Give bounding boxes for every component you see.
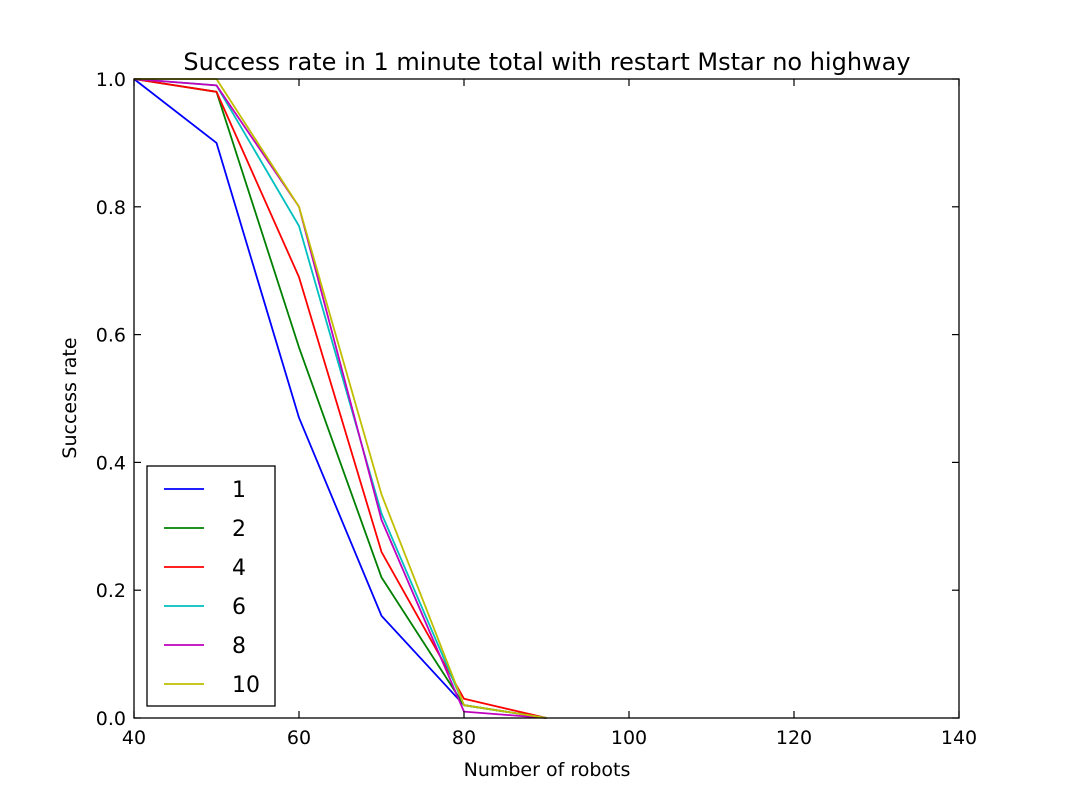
- x-tick-label: 80: [452, 727, 476, 749]
- series-line-4: [133, 78, 547, 719]
- x-tick-label: 140: [941, 727, 977, 749]
- x-tick-label: 100: [611, 727, 647, 749]
- legend-frame: [146, 465, 276, 707]
- legend-items: 1 2 4 6 8 10: [164, 478, 260, 698]
- y-tick-label: 0.6: [96, 325, 126, 347]
- x-tick-label: 60: [287, 727, 311, 749]
- legend-label-8: 8: [232, 634, 246, 659]
- y-tick-label: 0.4: [96, 452, 126, 474]
- x-tick-label: 120: [776, 727, 812, 749]
- y-tick-label: 0.2: [96, 580, 126, 602]
- y-tick-label: 1.0: [96, 69, 126, 91]
- legend-label-4: 4: [232, 556, 246, 581]
- x-axis-label: Number of robots: [464, 759, 631, 781]
- y-tick-label: 0.0: [96, 708, 126, 730]
- ticks-layer: 40 60 80 100 120 140 0.0 0.2 0.4 0.6 0.8 1.0: [96, 69, 977, 749]
- chart-title: Success rate in 1 minute total with rest…: [183, 48, 910, 76]
- legend-label-1: 1: [232, 478, 246, 503]
- plot-area: 40 60 80 100 120 140 0.0 0.2 0.4 0.6 0.8 1.0: [96, 69, 977, 749]
- legend: 1 2 4 6 8 10: [146, 465, 276, 707]
- legend-label-2: 2: [232, 517, 246, 542]
- legend-label-10: 10: [232, 673, 260, 698]
- y-tick-label: 0.8: [96, 197, 126, 219]
- axes-frame: [133, 78, 960, 719]
- x-tick-label: 40: [122, 727, 146, 749]
- y-axis-label: Success rate: [59, 337, 81, 458]
- series-line-8: [133, 78, 547, 719]
- legend-label-6: 6: [232, 595, 246, 620]
